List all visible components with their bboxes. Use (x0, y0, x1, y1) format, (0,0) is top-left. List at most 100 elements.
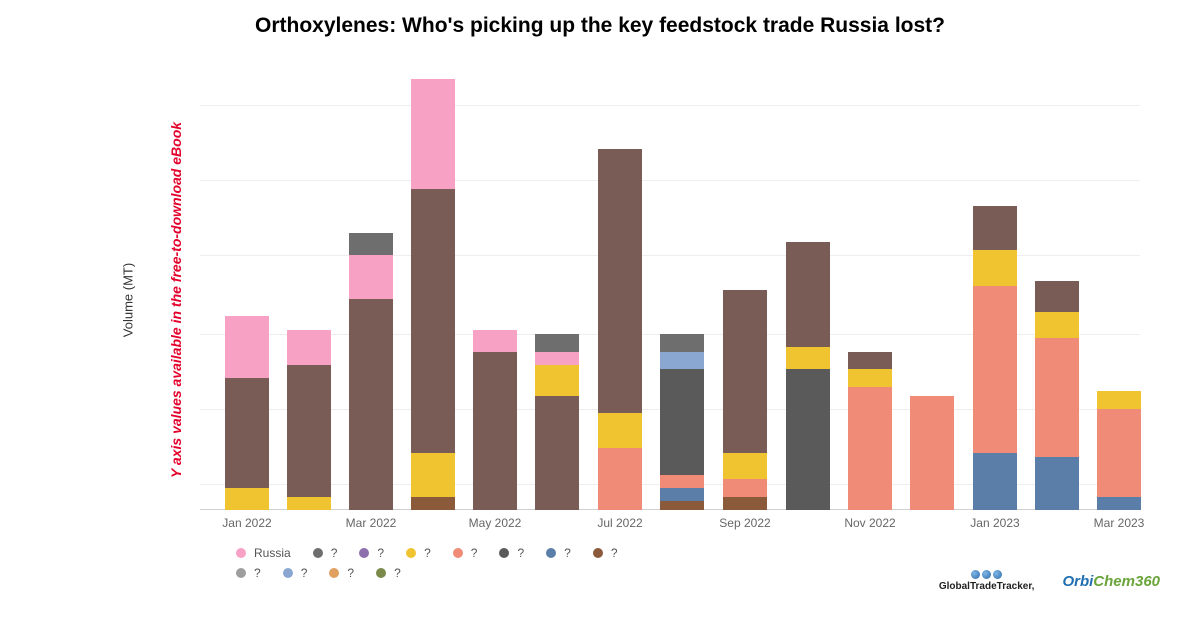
legend-item-s_orange: ? (329, 566, 354, 580)
seg-s_yellow (848, 369, 892, 387)
x-tick: Sep 2022 (719, 516, 770, 530)
seg-s_brown (973, 206, 1017, 250)
globaltradetracker-logo: GlobalTradeTracker, (939, 570, 1035, 592)
seg-s_brown (598, 149, 642, 413)
logo-strip: GlobalTradeTracker, OrbiChem360 (939, 570, 1160, 592)
seg-russia (287, 330, 331, 365)
legend-label: ? (517, 546, 524, 560)
plot-area (200, 70, 1140, 510)
legend-label: ? (301, 566, 308, 580)
seg-s_sienna (723, 497, 767, 510)
legend-swatch-icon (593, 548, 603, 558)
orbichem-logo: OrbiChem360 (1062, 573, 1160, 590)
legend-item-s_olive: ? (376, 566, 401, 580)
seg-s_brown (349, 299, 393, 510)
legend-item-s_steel: ? (546, 546, 571, 560)
seg-s_yellow (225, 488, 269, 510)
legend-swatch-icon (546, 548, 556, 558)
y-axis-note: Y axis values available in the free-to-d… (168, 122, 184, 478)
seg-s_yellow (598, 413, 642, 448)
y-axis-label: Volume (MT) (121, 263, 136, 337)
legend-label: ? (424, 546, 431, 560)
x-tick: Mar 2023 (1094, 516, 1145, 530)
legend-label: ? (254, 566, 261, 580)
x-axis: Jan 2022Mar 2022May 2022Jul 2022Sep 2022… (200, 516, 1140, 534)
x-tick: Jan 2022 (222, 516, 271, 530)
orbi-text-b: Chem360 (1093, 573, 1160, 590)
legend-label: ? (564, 546, 571, 560)
gridline (200, 105, 1140, 106)
seg-s_dgray (660, 369, 704, 475)
seg-s_gray (660, 334, 704, 352)
seg-s_salmon (1097, 409, 1141, 497)
seg-s_yellow (973, 250, 1017, 285)
seg-s_steel (1097, 497, 1141, 510)
legend-item-russia: Russia (236, 546, 291, 560)
seg-s_gray (535, 334, 579, 352)
seg-s_salmon (848, 387, 892, 510)
seg-s_steel (660, 488, 704, 501)
seg-s_salmon (723, 479, 767, 497)
gtt-text: GlobalTradeTracker, (939, 581, 1035, 592)
x-tick: Nov 2022 (844, 516, 895, 530)
legend-item-s_dgray: ? (499, 546, 524, 560)
legend-swatch-icon (359, 548, 369, 558)
legend-label: Russia (254, 546, 291, 560)
x-tick: Jul 2022 (597, 516, 642, 530)
seg-s_yellow (723, 453, 767, 479)
seg-s_yellow (411, 453, 455, 497)
seg-s_brown (848, 352, 892, 370)
legend-label: ? (377, 546, 384, 560)
legend-swatch-icon (236, 548, 246, 558)
seg-s_salmon (660, 475, 704, 488)
chart-title: Orthoxylenes: Who's picking up the key f… (0, 14, 1200, 38)
seg-s_yellow (786, 347, 830, 369)
seg-s_salmon (1035, 338, 1079, 457)
legend-label: ? (394, 566, 401, 580)
seg-s_brown (786, 242, 830, 348)
seg-s_steel (973, 453, 1017, 510)
seg-russia (411, 79, 455, 189)
seg-s_brown (535, 396, 579, 510)
seg-s_sienna (660, 501, 704, 510)
seg-russia (473, 330, 517, 352)
legend-swatch-icon (283, 568, 293, 578)
legend-swatch-icon (329, 568, 339, 578)
chart-page: { "title": { "text": "Orthoxylenes: Who'… (0, 0, 1200, 628)
seg-s_yellow (1035, 312, 1079, 338)
x-tick: May 2022 (469, 516, 522, 530)
seg-s_brown (473, 352, 517, 510)
legend-swatch-icon (453, 548, 463, 558)
seg-s_brown (1035, 281, 1079, 312)
x-tick: Jan 2023 (970, 516, 1019, 530)
seg-s_brown (411, 189, 455, 453)
seg-s_steel (1035, 457, 1079, 510)
legend-row: ???? (236, 566, 856, 580)
legend-label: ? (611, 546, 618, 560)
legend-item-s_sienna: ? (593, 546, 618, 560)
seg-s_brown (225, 378, 269, 488)
legend-item-s_salmon: ? (453, 546, 478, 560)
legend-swatch-icon (406, 548, 416, 558)
seg-russia (535, 352, 579, 365)
seg-s_yellow (287, 497, 331, 510)
gridline (200, 180, 1140, 181)
legend-label: ? (471, 546, 478, 560)
seg-s_yellow (1097, 391, 1141, 409)
legend-label: ? (347, 566, 354, 580)
seg-s_brown (723, 290, 767, 453)
seg-s_dgray (786, 369, 830, 510)
seg-s_salmon (910, 396, 954, 510)
legend-item-s_ltgray: ? (236, 566, 261, 580)
seg-s_yellow (535, 365, 579, 396)
legend-item-s_yellow: ? (406, 546, 431, 560)
legend-item-s_gray: ? (313, 546, 338, 560)
legend-row: Russia??????? (236, 546, 856, 560)
seg-s_brown (287, 365, 331, 497)
seg-s_salmon (598, 448, 642, 510)
seg-s_salmon (973, 286, 1017, 453)
legend-swatch-icon (236, 568, 246, 578)
legend-label: ? (331, 546, 338, 560)
legend-swatch-icon (499, 548, 509, 558)
seg-russia (349, 255, 393, 299)
